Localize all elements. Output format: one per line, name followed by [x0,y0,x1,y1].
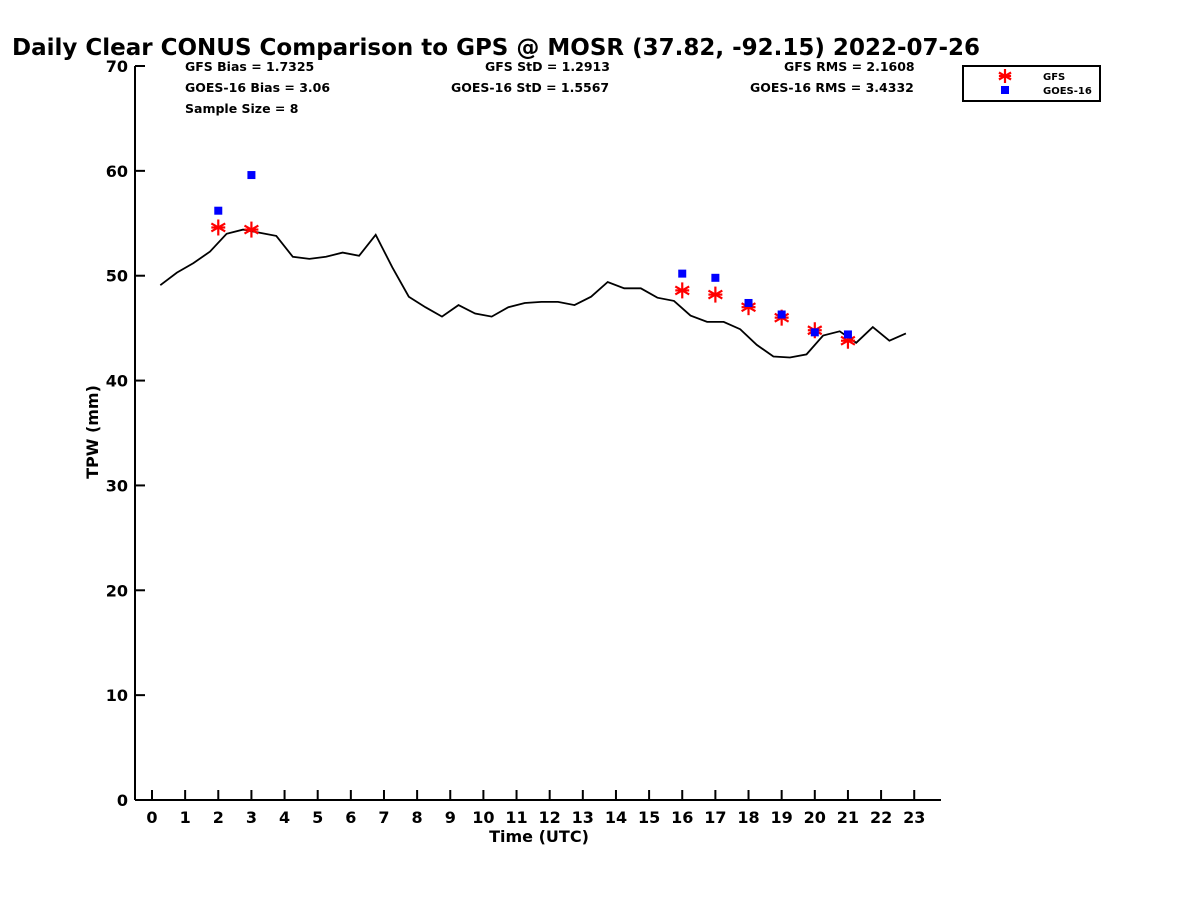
x-tick-label: 14 [605,808,627,827]
x-tick-label: 21 [837,808,859,827]
x-tick-label: 1 [180,808,191,827]
x-tick-label: 12 [539,808,561,827]
legend: GFS GOES-16 [962,65,1101,102]
x-tick-label: 20 [804,808,826,827]
x-tick-label: 17 [704,808,726,827]
sample-size-stat: Sample Size = 8 [185,101,298,116]
gfs-point [210,219,226,236]
x-tick-label: 10 [472,808,494,827]
gfs-point [243,221,259,238]
plot-area [159,171,907,359]
x-tick-label: 18 [737,808,759,827]
x-tick-label: 19 [771,808,793,827]
goes-point [744,298,753,307]
gfs-point [674,282,690,299]
y-tick-label: 70 [106,57,128,76]
x-tick-label: 13 [572,808,594,827]
x-tick-label: 23 [903,808,925,827]
y-tick-label: 50 [106,267,128,286]
gfs-std-stat: GFS StD = 1.2913 [485,59,610,74]
gfs-rms-stat: GFS RMS = 2.1608 [784,59,915,74]
x-tick-label: 5 [312,808,323,827]
goes-point [711,273,720,282]
y-tick-label: 60 [106,162,128,181]
x-axis-label: Time (UTC) [489,827,589,846]
y-axis-label: TPW (mm) [83,385,102,479]
legend-gfs-marker [998,69,1012,83]
y-tick-label: 0 [117,791,128,810]
y-tick-label: 20 [106,581,128,600]
x-tick-label: 8 [412,808,423,827]
y-tick-label: 30 [106,476,128,495]
x-tick-label: 7 [378,808,389,827]
x-tick-label: 4 [279,808,290,827]
gfs-point [840,332,856,349]
goes-bias-stat: GOES-16 Bias = 3.06 [185,80,330,95]
chart-title: Daily Clear CONUS Comparison to GPS @ MO… [12,35,980,61]
goes-point [247,171,256,180]
y-ticks: 0 10 20 30 40 50 60 70 [106,57,145,810]
gfs-point [707,286,723,303]
gps-series-line [159,228,907,359]
x-tick-label: 11 [505,808,527,827]
x-tick-label: 16 [671,808,693,827]
legend-box [962,65,1101,102]
legend-gfs-label: GFS [1043,72,1065,83]
x-tick-label: 22 [870,808,892,827]
goes-point [777,310,786,319]
gfs-point [741,299,756,316]
goes-point [810,328,819,337]
gfs-bias-stat: GFS Bias = 1.7325 [185,59,314,74]
goes-point [843,330,852,339]
legend-goes-label: GOES-16 [1043,86,1092,97]
x-tick-label: 3 [246,808,257,827]
goes-point [678,269,687,278]
goes-std-stat: GOES-16 StD = 1.5567 [451,80,609,95]
x-tick-label: 15 [638,808,660,827]
x-tick-label: 6 [345,808,356,827]
x-ticks: 0 1 2 3 4 5 6 7 8 9 10 11 12 13 14 15 16 17 18 19 20 21 22 23 [146,790,925,827]
legend-goes-marker [1001,86,1009,94]
y-tick-label: 10 [106,686,128,705]
legend-gfs-asterisk [998,69,1012,83]
x-tick-label: 0 [146,808,157,827]
x-tick-label: 2 [213,808,224,827]
goes-point [214,206,223,215]
goes-rms-stat: GOES-16 RMS = 3.4332 [750,80,914,95]
y-tick-label: 40 [106,372,128,391]
x-tick-label: 9 [445,808,456,827]
